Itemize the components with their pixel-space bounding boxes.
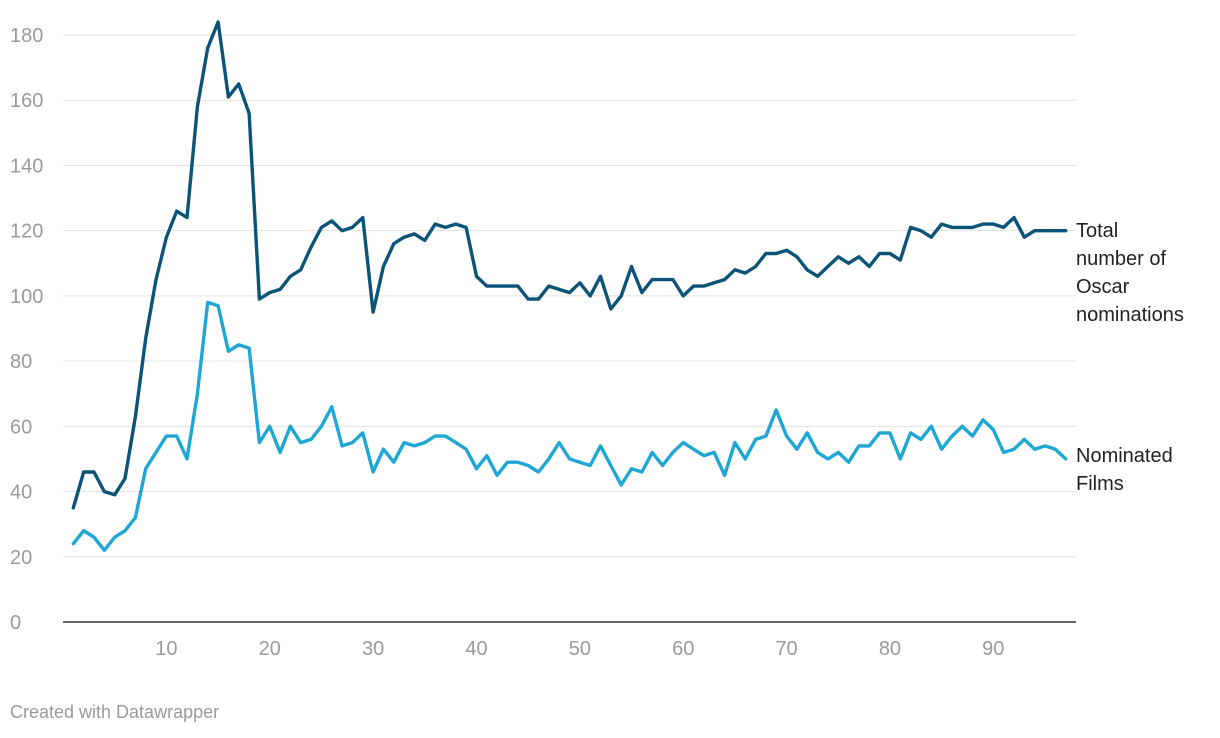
- y-tick-label: 80: [10, 351, 32, 373]
- datawrapper-credit: Created with Datawrapper: [10, 702, 220, 722]
- x-tick-label: 80: [879, 638, 901, 660]
- y-tick-label: 140: [10, 155, 43, 177]
- y-tick-label: 20: [10, 547, 32, 569]
- y-tick-label: 120: [10, 221, 43, 243]
- x-tick-label: 20: [259, 638, 281, 660]
- gridlines: [63, 34, 1076, 623]
- x-tick-label: 70: [775, 638, 797, 660]
- x-tick-label: 40: [465, 638, 487, 660]
- x-tick-label: 90: [982, 638, 1004, 660]
- x-tick-label: 30: [362, 638, 384, 660]
- series-label-total-nominations: Total number of Oscar nominations: [1076, 219, 1184, 326]
- x-tick-label: 60: [672, 638, 694, 660]
- x-tick-label: 50: [569, 638, 591, 660]
- y-tick-label: 0: [10, 612, 21, 634]
- y-tick-label: 100: [10, 286, 43, 308]
- x-tick-label: 10: [155, 638, 177, 660]
- y-tick-label: 40: [10, 482, 32, 504]
- y-axis-ticks: 0 20 40 60 80 100 120 140 160 180: [10, 25, 43, 634]
- y-tick-label: 60: [10, 416, 32, 438]
- series-lines: [71, 20, 1068, 552]
- series-label-nominated-films: Nominated Films: [1076, 444, 1173, 495]
- y-tick-label: 160: [10, 90, 43, 112]
- series-line-nominated-films: [71, 300, 1068, 552]
- y-tick-label: 180: [10, 25, 43, 47]
- x-axis-ticks: 10 20 30 40 50 60 70 80 90: [155, 638, 1004, 660]
- series-line-total-nominations: [71, 20, 1068, 510]
